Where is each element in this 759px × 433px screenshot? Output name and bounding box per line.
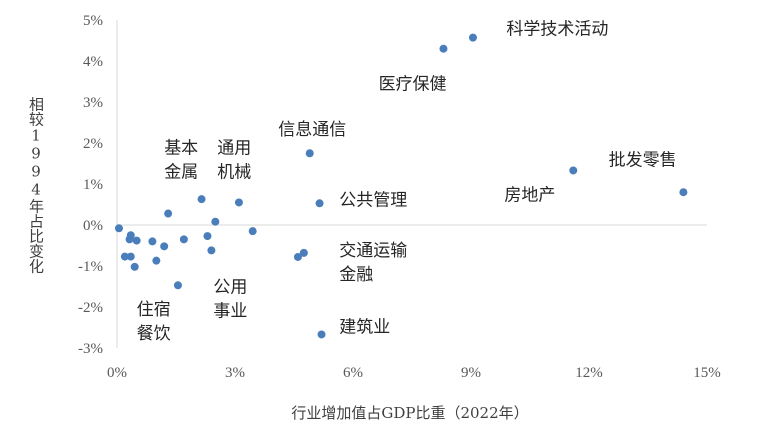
data-point xyxy=(679,188,688,197)
x-tick-label: 0% xyxy=(107,365,127,381)
point-annotation: 信息通信 xyxy=(278,120,346,140)
point-annotation: 住宿餐饮 xyxy=(137,300,171,344)
y-tick-label: 0% xyxy=(83,218,103,234)
data-point xyxy=(211,217,220,226)
data-point xyxy=(569,166,578,175)
point-annotation: 房地产 xyxy=(504,185,555,205)
data-point xyxy=(305,149,314,158)
point-annotation: 公共管理 xyxy=(339,191,407,211)
y-tick-label: -1% xyxy=(78,259,103,275)
data-point xyxy=(164,209,173,218)
data-point xyxy=(160,242,169,251)
data-point xyxy=(126,252,135,261)
x-tick-label: 9% xyxy=(461,365,481,381)
data-point xyxy=(439,44,448,53)
point-annotation: 科学技术活动 xyxy=(506,19,608,39)
y-tick-label: 3% xyxy=(83,95,103,111)
x-tick-labels: 0% 3% 6% 9% 12% 15% xyxy=(107,365,721,381)
point-annotation: 基本金属 xyxy=(164,138,198,182)
data-point xyxy=(248,227,257,236)
point-annotation: 医疗保健 xyxy=(379,75,447,95)
data-point xyxy=(120,252,129,261)
y-tick-label: 5% xyxy=(83,13,103,29)
y-tick-label: 2% xyxy=(83,136,103,152)
data-point xyxy=(468,33,477,42)
x-axis-title: 行业增加值占GDP比重（2022年） xyxy=(291,404,528,422)
data-point xyxy=(179,235,188,244)
y-axis-title: 相较1994年占比变化 xyxy=(27,97,45,274)
point-annotation: 批发零售 xyxy=(609,151,677,171)
axes xyxy=(116,20,707,348)
data-point xyxy=(130,262,139,271)
data-point xyxy=(207,246,216,255)
y-tick-label: 4% xyxy=(83,54,103,70)
x-tick-label: 3% xyxy=(225,365,245,381)
data-point xyxy=(197,195,206,204)
data-points xyxy=(114,33,688,339)
data-point xyxy=(132,236,141,245)
point-annotation: 通用机械 xyxy=(217,138,251,182)
y-tick-labels: 5% 4% 3% 2% 1% 0% -1% -2% -3% xyxy=(78,13,103,357)
y-tick-label: -2% xyxy=(78,300,103,316)
y-tick-label: 1% xyxy=(83,177,103,193)
y-tick-label: -3% xyxy=(78,341,103,357)
x-tick-label: 12% xyxy=(575,365,603,381)
x-tick-label: 15% xyxy=(693,365,721,381)
point-annotation: 建筑业 xyxy=(339,317,390,337)
data-point xyxy=(114,224,123,233)
data-point xyxy=(126,231,135,240)
data-point xyxy=(148,237,157,246)
data-point xyxy=(293,252,302,261)
point-annotation: 公用事业 xyxy=(213,278,247,322)
data-point xyxy=(203,232,212,241)
data-point xyxy=(234,198,243,207)
data-point xyxy=(299,248,308,257)
x-tick-label: 6% xyxy=(343,365,363,381)
data-point xyxy=(173,281,182,290)
data-point xyxy=(315,199,324,208)
data-point xyxy=(152,256,161,265)
point-annotation: 交通运输金融 xyxy=(339,241,407,285)
data-point xyxy=(317,330,326,339)
